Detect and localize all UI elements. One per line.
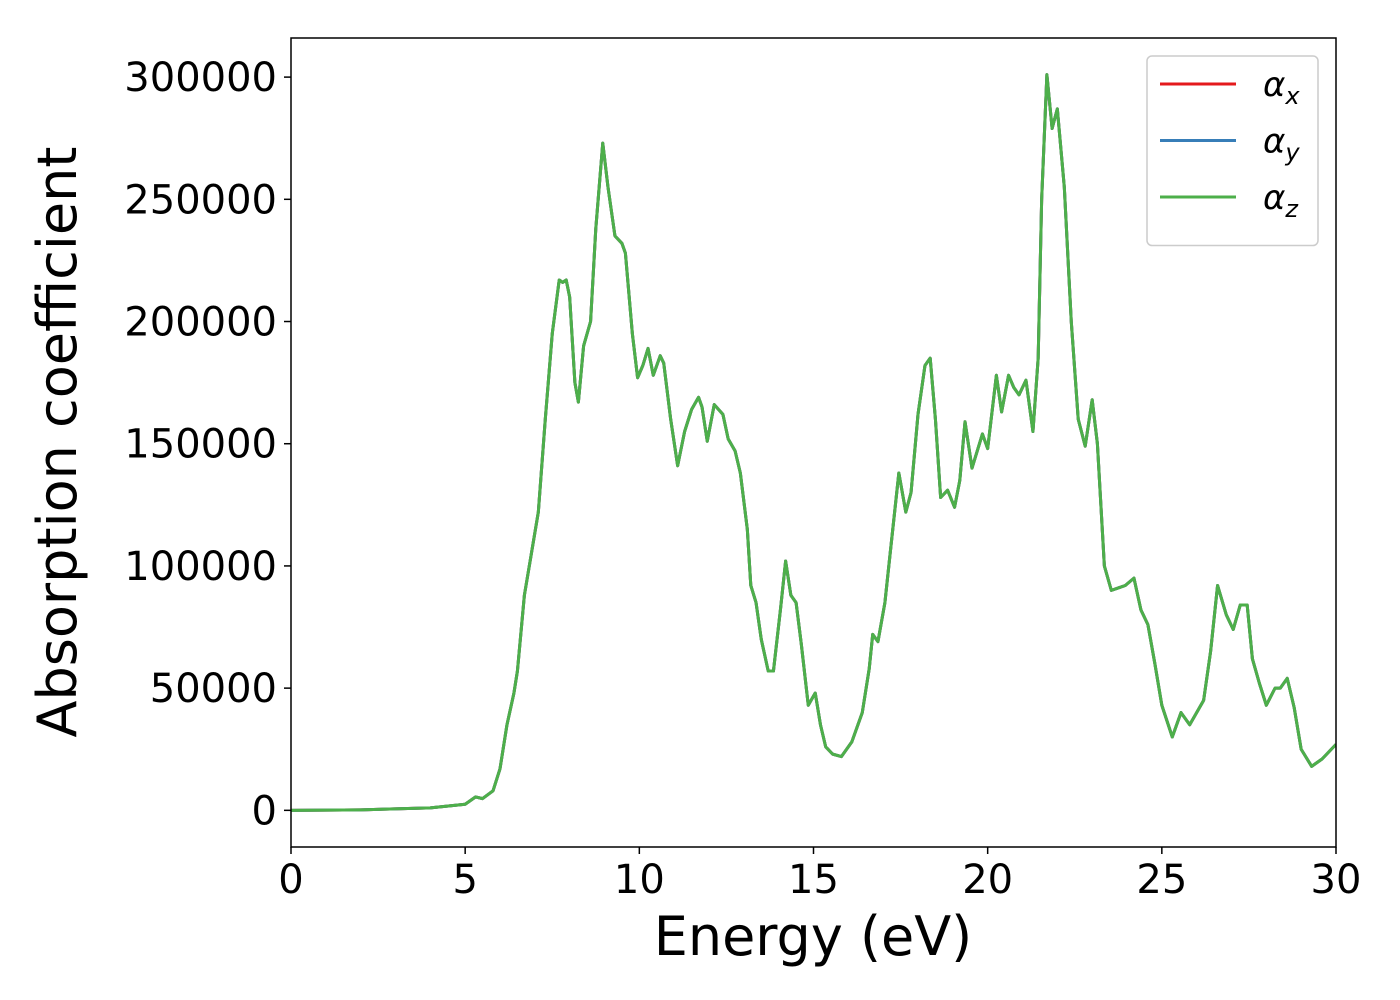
y-tick-label: 250000 [124,177,277,223]
y-tick-label: 200000 [124,300,277,346]
legend-label: αx [1263,65,1300,110]
legend-label: αz [1263,178,1299,223]
x-tick-label: 15 [788,857,839,903]
x-tick-label: 5 [452,857,477,903]
x-tick-label: 20 [962,857,1013,903]
x-axis-label: Energy (eV) [654,905,973,968]
x-tick-label: 30 [1311,857,1362,903]
y-tick-label: 50000 [150,666,277,712]
series-line [291,73,1336,812]
x-tick-label: 10 [614,857,665,903]
y-tick-label: 300000 [124,55,277,101]
plot-area [291,73,1336,812]
y-tick-label: 0 [252,788,277,834]
y-axis-label: Absorption coefficient [26,147,89,738]
y-tick-label: 100000 [124,544,277,590]
x-tick-label: 25 [1136,857,1187,903]
plot-frame [290,37,1337,848]
x-tick-label: 0 [278,857,303,903]
legend-label: αy [1263,122,1300,167]
y-tick-label: 150000 [124,422,277,468]
